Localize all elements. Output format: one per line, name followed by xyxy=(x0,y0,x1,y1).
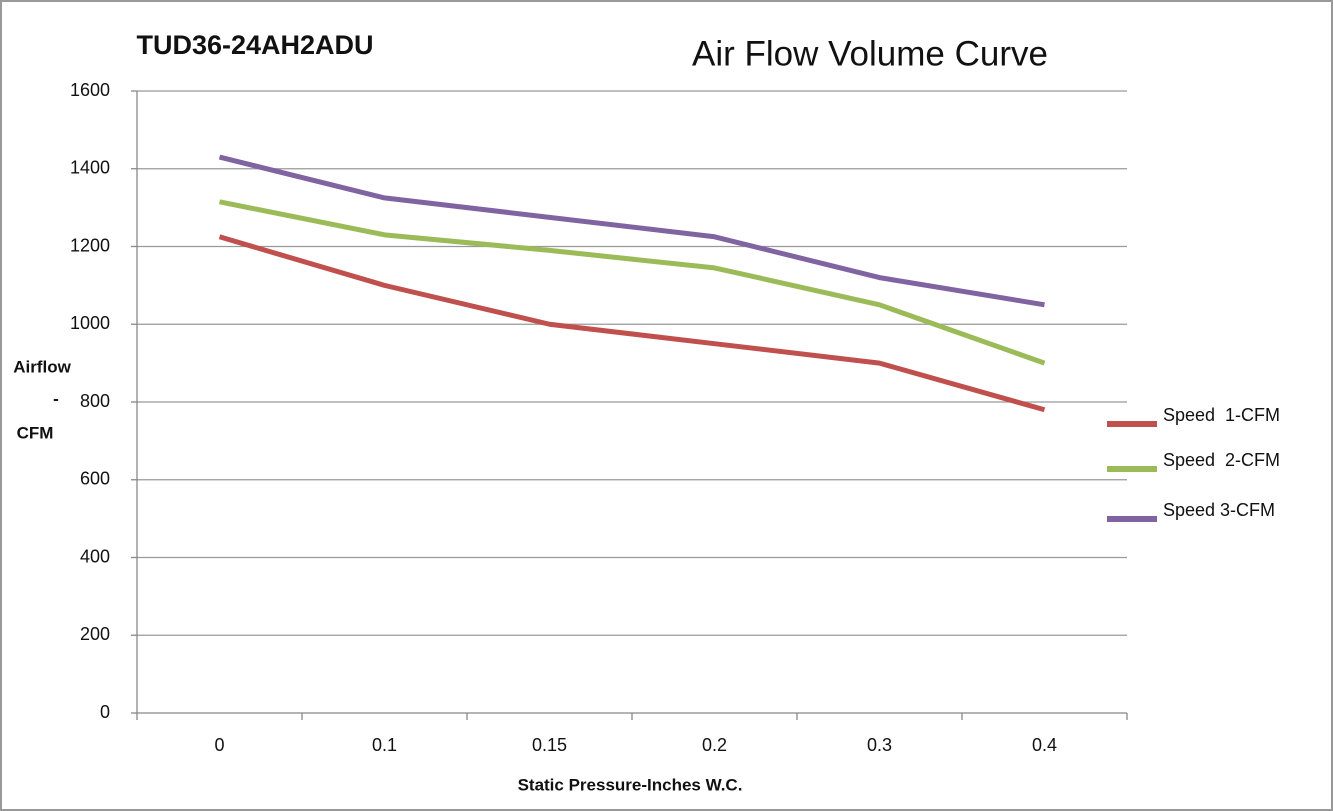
series-line xyxy=(219,199,1046,366)
y-tick-label: 400 xyxy=(80,546,110,566)
x-tick-label: 0.2 xyxy=(702,735,727,755)
x-tick-label: 0.4 xyxy=(1032,735,1057,755)
y-axis-label: - xyxy=(53,389,59,408)
y-tick-label: 1200 xyxy=(70,235,110,255)
series-line xyxy=(218,154,1045,308)
chart-subtitle: TUD36-24AH2ADU xyxy=(136,30,373,60)
y-tick-label: 1600 xyxy=(70,80,110,100)
legend-label: Speed 2-CFM xyxy=(1163,450,1280,470)
y-tick-label: 0 xyxy=(100,702,110,722)
y-axis-label: CFM xyxy=(17,423,54,442)
legend-label: Speed 1-CFM xyxy=(1163,405,1280,425)
x-tick-label: 0.3 xyxy=(867,735,892,755)
y-tick-label: 800 xyxy=(80,391,110,411)
legend-label: Speed 3-CFM xyxy=(1163,500,1275,520)
x-tick-label: 0.1 xyxy=(372,735,397,755)
x-tick-label: 0 xyxy=(214,735,224,755)
y-tick-label: 1400 xyxy=(70,158,110,178)
y-tick-label: 200 xyxy=(80,624,110,644)
y-axis-label: Airflow xyxy=(13,357,71,376)
series-line xyxy=(218,234,1046,413)
y-tick-label: 600 xyxy=(80,469,110,489)
x-tick-label: 0.15 xyxy=(532,735,567,755)
y-tick-label: 1000 xyxy=(70,313,110,333)
x-axis-label: Static Pressure-Inches W.C. xyxy=(518,775,743,794)
chart-title: Air Flow Volume Curve xyxy=(692,34,1048,73)
